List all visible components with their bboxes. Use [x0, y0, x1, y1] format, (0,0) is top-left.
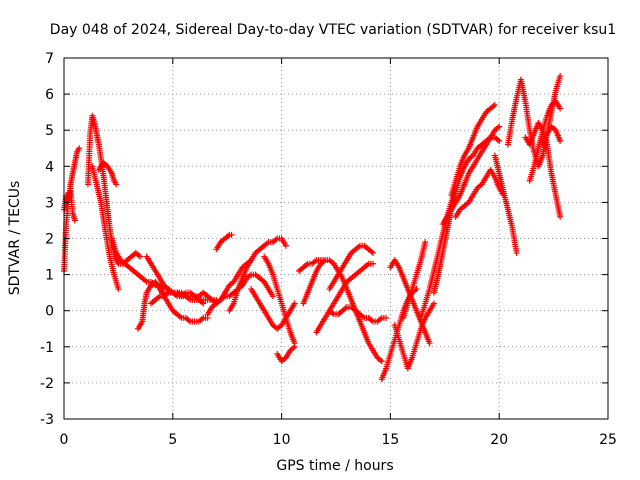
- x-tick-label: 25: [599, 432, 617, 448]
- data-point: [383, 314, 390, 321]
- series-arc-35: [539, 123, 564, 148]
- series-arc-34: [526, 98, 564, 184]
- series-arc-4: [89, 163, 122, 293]
- axis-ticks: [63, 57, 609, 420]
- data-point: [282, 242, 289, 249]
- data-point: [426, 340, 433, 347]
- x-tick-label: 0: [60, 432, 69, 448]
- data-point: [496, 123, 503, 130]
- series-arc-9: [148, 289, 220, 307]
- series-arc-17: [296, 257, 329, 274]
- data-point: [369, 260, 376, 267]
- data-point: [291, 343, 298, 350]
- y-tick-label: -1: [40, 340, 54, 356]
- y-tick-label: 5: [45, 123, 54, 139]
- data-point: [137, 253, 144, 260]
- series-arc-19: [313, 260, 376, 336]
- data-point: [422, 239, 429, 246]
- series-arc-28: [439, 123, 503, 228]
- data-point: [557, 105, 564, 112]
- x-tick-label: 15: [381, 432, 399, 448]
- data-point: [291, 300, 298, 307]
- y-tick-label: 0: [45, 304, 54, 320]
- chart-title: Day 048 of 2024, Sidereal Day-to-day VTE…: [50, 22, 616, 38]
- y-tick-label: 3: [45, 195, 54, 211]
- y-tick-label: 4: [45, 159, 54, 175]
- series-arc-13: [217, 271, 276, 303]
- series-arc-5: [95, 159, 120, 188]
- y-tick-label: 1: [45, 268, 54, 284]
- data-point: [557, 138, 564, 145]
- series-arc-11: [213, 231, 235, 253]
- series-arc-31: [491, 152, 520, 256]
- x-tick-label: 10: [273, 432, 291, 448]
- x-axis-label: GPS time / hours: [276, 458, 393, 474]
- y-axis-label: SDTVAR / TECUs: [7, 181, 23, 296]
- x-tick-label: 5: [168, 432, 177, 448]
- series-arc-32: [504, 73, 564, 170]
- y-tick-label: -3: [40, 412, 54, 428]
- data-point: [200, 300, 207, 307]
- series-arc-2: [61, 188, 78, 224]
- series-arc-7: [134, 278, 211, 332]
- x-tick-labels: 0 5 10 15 20 25: [60, 432, 617, 448]
- data-point: [228, 231, 235, 238]
- data-points: [61, 73, 564, 383]
- y-tick-label: 6: [45, 87, 54, 103]
- y-tick-label: 7: [45, 51, 54, 67]
- data-point: [113, 181, 120, 188]
- data-point: [76, 145, 83, 152]
- data-point: [71, 217, 78, 224]
- series-arc-15: [261, 253, 298, 347]
- series-arc-21: [326, 242, 376, 293]
- series-arc-29: [448, 101, 498, 199]
- y-tick-label: 2: [45, 232, 54, 248]
- series-arc-24: [391, 300, 437, 372]
- data-point: [557, 73, 564, 80]
- data-point: [378, 358, 385, 365]
- data-point: [369, 249, 376, 256]
- series-arc-25: [400, 239, 429, 321]
- y-tick-label: -2: [40, 376, 54, 392]
- series-arc-12: [226, 235, 289, 314]
- series-arc-20: [326, 304, 390, 325]
- series-arc-16: [274, 343, 298, 365]
- series-arc-33: [522, 119, 564, 220]
- data-point: [557, 213, 564, 220]
- data-point: [115, 286, 122, 293]
- x-tick-label: 20: [490, 432, 508, 448]
- data-point: [491, 101, 498, 108]
- y-tick-labels: -3 -2 -1 0 1 2 3 4 5 6 7: [40, 51, 54, 428]
- data-point: [269, 293, 276, 300]
- data-point: [430, 300, 437, 307]
- series-arc-27: [430, 134, 503, 296]
- data-point: [513, 249, 520, 256]
- data-point: [496, 138, 503, 145]
